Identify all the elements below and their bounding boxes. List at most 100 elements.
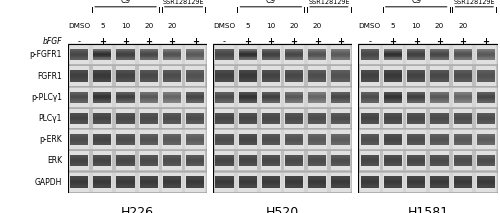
Bar: [140, 53, 158, 54]
Bar: [430, 52, 448, 53]
Bar: [332, 179, 349, 180]
Bar: [360, 78, 379, 79]
Bar: [163, 119, 181, 120]
Bar: [308, 159, 326, 160]
Bar: [238, 178, 256, 179]
Bar: [384, 116, 402, 117]
Bar: [430, 161, 448, 162]
Bar: [285, 180, 303, 181]
Bar: [360, 182, 379, 183]
Bar: [238, 165, 256, 166]
Bar: [213, 65, 352, 87]
Bar: [430, 100, 448, 101]
Bar: [238, 182, 256, 183]
Bar: [163, 98, 181, 99]
Bar: [94, 59, 112, 60]
Bar: [430, 160, 448, 161]
Bar: [453, 45, 472, 64]
Bar: [407, 186, 426, 187]
Bar: [384, 78, 402, 79]
Bar: [384, 143, 402, 144]
Bar: [454, 117, 471, 118]
Bar: [140, 165, 158, 166]
Bar: [360, 135, 379, 136]
Bar: [262, 163, 280, 164]
Text: -: -: [78, 37, 80, 46]
Bar: [216, 59, 234, 60]
Bar: [430, 88, 449, 107]
Text: 20: 20: [144, 23, 154, 29]
Bar: [216, 184, 234, 186]
Bar: [186, 184, 204, 185]
Bar: [332, 156, 349, 157]
Bar: [262, 97, 280, 98]
Bar: [430, 142, 448, 143]
Bar: [332, 79, 349, 80]
Bar: [186, 56, 204, 57]
Bar: [116, 56, 134, 57]
Bar: [332, 136, 349, 137]
Bar: [477, 51, 495, 52]
Bar: [384, 100, 402, 101]
Bar: [262, 182, 280, 183]
Bar: [430, 100, 448, 101]
Bar: [407, 157, 426, 158]
Bar: [454, 114, 471, 115]
Bar: [70, 161, 88, 162]
Bar: [407, 113, 426, 114]
Bar: [238, 94, 256, 95]
Bar: [477, 157, 495, 158]
Bar: [186, 164, 204, 165]
Bar: [477, 140, 495, 141]
Bar: [186, 158, 204, 159]
Bar: [116, 179, 134, 180]
Bar: [332, 155, 349, 156]
Bar: [186, 81, 204, 82]
Bar: [332, 187, 349, 188]
Bar: [407, 156, 426, 157]
Bar: [163, 135, 181, 136]
Bar: [70, 92, 88, 93]
Bar: [308, 176, 326, 177]
Bar: [262, 97, 280, 98]
Bar: [94, 95, 112, 96]
Bar: [140, 101, 158, 102]
Bar: [238, 53, 256, 54]
Bar: [284, 66, 304, 86]
Bar: [360, 121, 379, 122]
Bar: [453, 130, 472, 149]
Bar: [140, 181, 158, 182]
Bar: [477, 98, 495, 99]
Bar: [454, 57, 471, 58]
Bar: [116, 122, 134, 123]
Bar: [186, 59, 204, 60]
Bar: [116, 100, 134, 101]
Bar: [116, 73, 134, 74]
Bar: [360, 49, 379, 50]
Bar: [140, 58, 158, 59]
Bar: [308, 163, 326, 164]
Bar: [332, 95, 349, 96]
Bar: [360, 141, 379, 142]
Bar: [140, 56, 158, 57]
Bar: [94, 52, 112, 53]
Bar: [186, 162, 204, 163]
Bar: [360, 53, 379, 55]
Bar: [360, 182, 379, 183]
Bar: [163, 182, 181, 183]
Bar: [116, 59, 134, 60]
Bar: [116, 183, 134, 184]
Bar: [430, 75, 448, 76]
Bar: [454, 49, 471, 50]
Bar: [430, 141, 448, 142]
Bar: [116, 173, 136, 192]
Text: C9: C9: [266, 0, 276, 5]
Bar: [238, 71, 256, 72]
Bar: [186, 102, 204, 103]
Bar: [332, 75, 349, 76]
Bar: [162, 109, 182, 128]
Bar: [216, 163, 234, 164]
Bar: [94, 182, 112, 183]
Bar: [430, 101, 448, 102]
Bar: [163, 56, 181, 57]
